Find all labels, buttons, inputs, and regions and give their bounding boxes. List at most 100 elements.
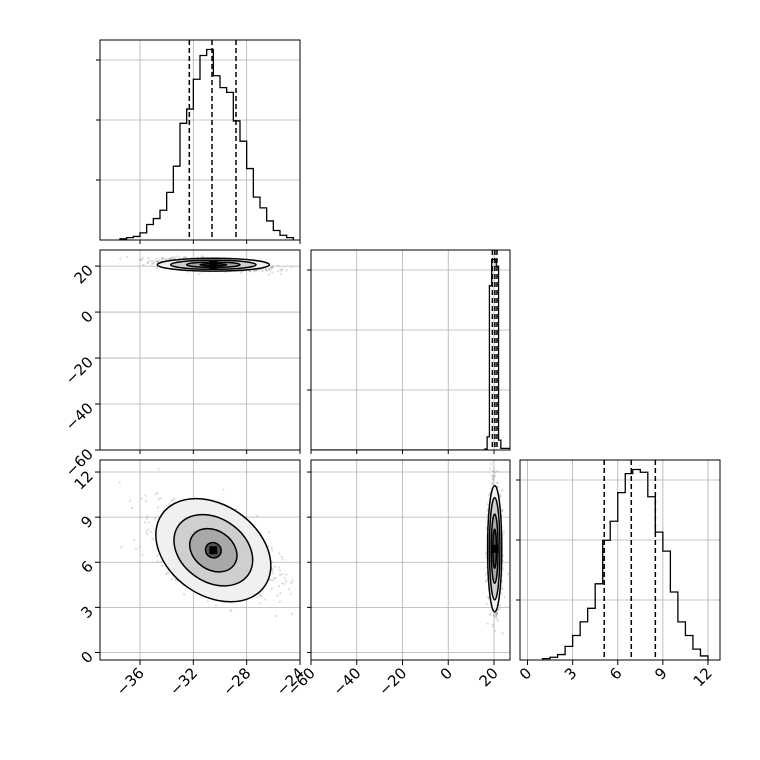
scatter-point xyxy=(118,481,121,484)
scatter-point xyxy=(138,258,141,261)
scatter-point xyxy=(175,255,178,258)
y-tick-label: −20 xyxy=(62,353,97,388)
scatter-point xyxy=(151,538,154,541)
scatter-point xyxy=(488,493,491,496)
scatter-point xyxy=(489,462,492,465)
scatter-point xyxy=(168,258,171,261)
scatter-point xyxy=(139,516,142,519)
scatter-point xyxy=(288,588,291,591)
scatter-point xyxy=(249,270,252,273)
joint-frame-0-2 xyxy=(99,459,301,661)
scatter-point xyxy=(160,256,163,260)
scatter-point xyxy=(138,546,141,549)
scatter-point xyxy=(289,592,292,595)
joint-panel-0-2 xyxy=(99,459,301,661)
x-tick-label: 12 xyxy=(690,664,716,690)
scatter-point xyxy=(140,258,143,261)
scatter-point xyxy=(157,506,160,509)
scatter-point xyxy=(148,259,151,262)
scatter-point xyxy=(276,270,279,273)
scatter-point xyxy=(490,474,493,477)
joint-frame-1-2 xyxy=(310,459,511,661)
scatter-point xyxy=(172,255,175,258)
scatter-point xyxy=(498,608,501,611)
scatter-point xyxy=(165,257,168,260)
scatter-point xyxy=(141,553,144,556)
scatter-point xyxy=(146,261,150,264)
scatter-point xyxy=(278,585,281,588)
y-tick-label: 0 xyxy=(77,648,96,667)
scatter-point xyxy=(119,257,122,260)
scatter-point xyxy=(156,266,159,269)
scatter-point xyxy=(229,610,232,613)
scatter-point xyxy=(499,604,502,607)
scatter-point xyxy=(500,509,504,512)
scatter-point xyxy=(290,266,293,269)
scatter-point xyxy=(497,485,500,488)
scatter-point xyxy=(152,262,155,265)
scatter-point xyxy=(155,257,158,260)
scatter-point xyxy=(260,595,263,598)
scatter-point xyxy=(484,573,488,576)
scatter-point xyxy=(255,269,258,272)
scatter-point xyxy=(492,476,495,479)
scatter-point xyxy=(146,261,149,265)
scatter-point xyxy=(156,491,159,494)
scatter-point xyxy=(272,579,275,582)
scatter-point xyxy=(284,580,288,583)
y-tick-label: 3 xyxy=(77,602,96,621)
histogram-step xyxy=(541,468,709,660)
scatter-point xyxy=(169,257,172,260)
scatter-point xyxy=(265,268,268,271)
scatter-point xyxy=(170,256,173,259)
scatter-point xyxy=(172,257,176,260)
scatter-point xyxy=(156,260,160,263)
scatter-point xyxy=(229,608,233,612)
scatter-point xyxy=(488,613,492,616)
histogram-panel-1 xyxy=(307,249,511,451)
scatter-point xyxy=(170,578,173,581)
scatter-point xyxy=(157,498,160,501)
scatter-point xyxy=(489,613,492,616)
scatter-point xyxy=(264,598,267,601)
scatter-point xyxy=(278,569,282,572)
y-tick-label: 0 xyxy=(77,307,96,326)
scatter-point xyxy=(256,596,259,599)
scatter-point xyxy=(154,517,157,520)
scatter-point xyxy=(275,614,278,618)
scatter-point xyxy=(145,530,148,533)
scatter-point xyxy=(258,593,261,596)
scatter-point xyxy=(272,576,275,580)
scatter-point xyxy=(495,613,498,616)
x-tick-label: 6 xyxy=(606,664,625,683)
x-tick-label: −36 xyxy=(113,664,148,699)
scatter-point xyxy=(174,579,177,582)
scatter-point xyxy=(146,515,149,518)
scatter-point xyxy=(154,259,158,263)
scatter-point xyxy=(126,255,129,258)
scatter-point xyxy=(488,494,491,497)
x-tick-label: 3 xyxy=(561,664,580,683)
scatter-point xyxy=(281,558,284,561)
scatter-point xyxy=(160,560,163,563)
scatter-point xyxy=(486,622,489,625)
scatter-point xyxy=(268,267,271,270)
scatter-point xyxy=(222,488,225,491)
x-tick-label: −20 xyxy=(375,664,410,699)
joint-panel-0-1 xyxy=(99,249,301,451)
x-tick-label: −40 xyxy=(329,664,364,699)
scatter-point xyxy=(264,268,267,271)
scatter-point xyxy=(495,617,498,620)
scatter-point xyxy=(492,474,495,477)
scatter-point xyxy=(153,260,156,263)
scatter-point xyxy=(178,256,181,259)
scatter-point xyxy=(270,546,273,549)
scatter-point xyxy=(291,579,294,582)
scatter-point xyxy=(258,602,261,605)
scatter-point xyxy=(271,572,274,575)
scatter-point xyxy=(495,615,498,618)
scatter-point xyxy=(270,587,273,590)
scatter-point xyxy=(169,500,173,503)
scatter-point xyxy=(148,521,151,524)
